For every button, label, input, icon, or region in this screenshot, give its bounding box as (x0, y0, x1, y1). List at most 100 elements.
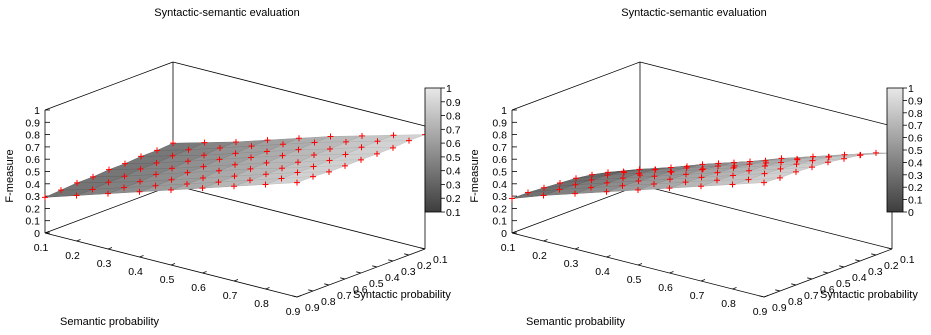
x-tick-label: 0.2 (532, 250, 547, 262)
y-tick-mark (372, 265, 378, 268)
data-point (232, 150, 239, 157)
chart-left: Syntactic-semantic evaluation Semantic p… (4, 7, 461, 328)
data-point (248, 154, 254, 161)
data-point (310, 173, 316, 180)
data-point (683, 164, 690, 171)
x-tick-label: 0.2 (65, 250, 80, 262)
z-tick-label: 0.6 (25, 154, 40, 166)
data-point (296, 135, 302, 142)
data-point (572, 181, 579, 188)
data-point (793, 161, 800, 168)
data-point (169, 152, 176, 159)
colorbar-tick-label: 0.3 (446, 179, 461, 191)
data-point (778, 159, 784, 166)
z-tick-label: 0.4 (25, 179, 40, 191)
data-point (326, 157, 333, 164)
data-point (138, 153, 144, 160)
data-point (651, 173, 658, 180)
z-tick-label: 0.9 (492, 117, 507, 129)
data-point (793, 168, 799, 175)
data-point (406, 137, 412, 144)
y-tick-label: 0.7 (337, 290, 352, 302)
x-tick-mark (139, 255, 144, 258)
z-tick-label: 0 (34, 228, 40, 240)
y-tick-mark (404, 253, 410, 256)
data-point (342, 151, 349, 158)
axis-edge (511, 184, 641, 234)
data-point (746, 161, 753, 168)
x-axis-label: Semantic probability (526, 316, 626, 328)
colorbar-tick-label: 1 (908, 83, 914, 95)
y-tick-mark (791, 283, 797, 286)
data-point (232, 161, 238, 168)
data-point (153, 160, 160, 167)
y-tick-label: 0.6 (353, 284, 368, 296)
data-point (603, 188, 610, 195)
y-tick-mark (356, 271, 362, 274)
data-point (358, 156, 364, 163)
data-point (231, 173, 238, 180)
chart-title: Syntactic-semantic evaluation (621, 7, 767, 19)
y-tick-mark (855, 259, 861, 262)
data-point (809, 164, 815, 171)
data-point (573, 175, 579, 182)
data-point (540, 192, 547, 199)
axis-edge (172, 61, 426, 127)
colorbar-tick-label: 0.7 (908, 120, 923, 132)
colorbar-tick-label: 0.1 (446, 207, 461, 219)
colorbar-tick-label: 0.4 (446, 166, 461, 178)
z-tick-label: 0.7 (492, 142, 507, 154)
data-point (714, 169, 721, 176)
data-point (572, 190, 578, 197)
x-tick-label: 0.3 (97, 258, 112, 270)
chart-title: Syntactic-semantic evaluation (154, 7, 300, 19)
x-tick-mark (669, 271, 674, 274)
data-point (295, 159, 301, 166)
data-point (730, 172, 736, 179)
data-point (168, 186, 174, 193)
colorbar: 0.1 0.2 0.30.4 0.5 0.6 0.70.8 0.9 1 (424, 83, 461, 219)
data-point (651, 180, 657, 187)
x-axis-label: Semantic probability (60, 316, 160, 328)
data-point (825, 159, 831, 166)
data-point (619, 182, 626, 189)
data-point (185, 146, 192, 153)
y-tick-label: 0.4 (385, 272, 400, 284)
data-point (121, 173, 128, 180)
z-axis-label: F-measure (469, 149, 481, 202)
colorbar-tick-label: 0.8 (446, 111, 461, 123)
z-tick-label: 0 (501, 228, 507, 240)
z-tick-label: 1 (34, 105, 40, 117)
data-point (217, 144, 223, 151)
data-point (199, 185, 206, 192)
data-point (699, 161, 706, 168)
x-tick-mark (543, 239, 548, 242)
y-tick-mark (839, 265, 845, 268)
data-point (90, 173, 96, 180)
y-tick-label: 0.9 (305, 302, 320, 314)
data-point (200, 174, 206, 181)
y-tick-label: 0.5 (836, 278, 851, 290)
z-tick-label: 1 (501, 105, 507, 117)
y-tick-mark (887, 247, 893, 250)
x-tick-label: 0.5 (627, 274, 642, 286)
data-point (556, 186, 563, 193)
data-point (604, 179, 610, 186)
data-point (825, 154, 832, 161)
y-tick-mark (807, 277, 813, 280)
data-point (263, 171, 269, 178)
x-tick-label: 0.1 (34, 242, 49, 254)
y-tick-label: 0.4 (852, 272, 867, 284)
colorbar-tick-label: 0.5 (908, 145, 923, 157)
x-tick-mark (606, 255, 611, 258)
colorbar-tick-label: 1 (446, 83, 452, 95)
data-point (169, 165, 175, 172)
x-tick-mark (296, 295, 302, 298)
data-point (105, 190, 111, 197)
data-point (343, 138, 349, 145)
z-tick-label: 0.2 (492, 203, 507, 215)
data-point (73, 192, 80, 199)
axis-edge (639, 184, 893, 250)
axis-edge (511, 61, 641, 111)
data-point (358, 144, 365, 151)
